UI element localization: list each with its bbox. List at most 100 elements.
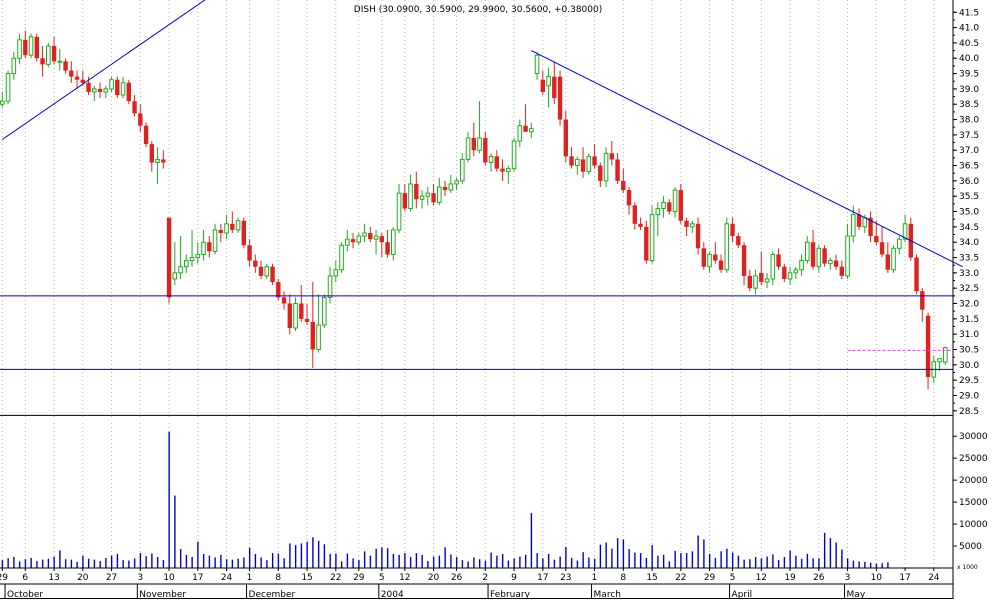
volume-bar	[754, 557, 757, 568]
volume-bar	[197, 541, 199, 568]
candle-body-down	[299, 303, 304, 319]
day-label: 24	[221, 573, 233, 583]
candle-body-up	[333, 269, 339, 277]
day-label: 24	[928, 573, 940, 583]
volume-bar	[82, 555, 84, 568]
price-tick-label: 28.5	[959, 407, 979, 417]
candle-body-down	[115, 79, 120, 96]
volume-bar	[450, 554, 452, 568]
candle-body-up	[770, 253, 776, 280]
volume-bar	[231, 559, 234, 568]
candle-body-up	[224, 223, 229, 234]
volume-bar	[174, 495, 176, 568]
candle-body-up	[902, 223, 908, 240]
candle-body-down	[287, 303, 292, 329]
volume-bar	[381, 547, 383, 568]
volume-bar	[352, 558, 354, 568]
volume-tick-label: 30000	[959, 432, 988, 442]
candle-body-up	[546, 76, 551, 87]
volume-bar	[59, 550, 61, 568]
volume-bar	[806, 553, 809, 568]
price-tick-label: 35.0	[959, 208, 979, 218]
candle-body-down	[563, 119, 568, 157]
volume-bar	[565, 546, 567, 568]
candle-layer	[0, 30, 948, 390]
candle-body-down	[552, 76, 557, 99]
volume-bar	[64, 559, 67, 568]
price-tick-label: 34.5	[959, 223, 979, 233]
volume-bar	[858, 561, 860, 568]
candle-body-down	[747, 275, 752, 289]
candle-body-down	[350, 239, 356, 243]
candle-body-down	[258, 266, 264, 276]
volume-bar	[300, 543, 303, 568]
volume-bar	[703, 539, 705, 568]
candle-body-down	[34, 36, 39, 59]
day-label: 8	[620, 573, 626, 583]
candle-body-up	[529, 128, 534, 133]
volume-bar	[622, 539, 625, 568]
day-label: 15	[646, 573, 657, 583]
candle-body-up	[212, 229, 218, 252]
candle-body-up	[17, 39, 22, 59]
volume-bar	[490, 552, 492, 568]
volume-bar	[404, 553, 406, 568]
month-label: February	[490, 590, 531, 599]
candle-body-down	[874, 236, 879, 243]
volume-bar	[289, 543, 291, 568]
volume-bar	[421, 554, 423, 568]
volume-bar	[151, 553, 153, 568]
candle-body-down	[885, 254, 890, 270]
volume-bar	[731, 552, 734, 568]
day-label: 2	[482, 573, 488, 583]
volume-bar	[185, 554, 188, 568]
volume-bar	[616, 538, 619, 568]
candle-body-up	[454, 180, 459, 185]
volume-bar	[220, 554, 222, 568]
volume-bar	[225, 559, 228, 568]
candle-body-up	[816, 247, 822, 268]
candle-body-up	[805, 241, 810, 262]
candle-body-up	[465, 137, 471, 160]
volume-bar	[823, 532, 826, 568]
candle-body-up	[943, 347, 948, 363]
month-label: May	[847, 590, 866, 599]
candle-body-up	[373, 235, 379, 240]
candle-body-up	[690, 223, 695, 228]
volume-bar	[271, 553, 274, 568]
candle-body-down	[385, 242, 390, 255]
day-label: 29	[704, 573, 716, 583]
candle-body-down	[23, 39, 28, 56]
volume-bar	[329, 553, 331, 568]
volume-bar	[473, 557, 475, 568]
volume-bar	[657, 555, 659, 568]
candle-body-down	[667, 202, 672, 212]
day-label: 3	[137, 573, 143, 583]
candle-body-up	[201, 241, 206, 255]
volume-bar	[829, 538, 832, 568]
volume-bar	[651, 545, 653, 568]
candle-body-down	[879, 242, 885, 255]
candle-body-up	[57, 60, 63, 63]
day-label: 15	[301, 573, 312, 583]
volume-bar	[128, 560, 130, 568]
candle-body-up	[419, 195, 425, 200]
candle-body-down	[442, 187, 448, 191]
candle-body-down	[833, 260, 839, 267]
volume-tick-label: 25000	[959, 454, 988, 464]
candle-body-down	[310, 321, 315, 350]
candle-body-down	[471, 137, 476, 151]
price-tick-label: 41.0	[959, 24, 979, 34]
volume-bar	[248, 547, 251, 568]
candle-body-up	[575, 158, 580, 167]
volume-bar	[409, 557, 412, 568]
volume-bar	[346, 553, 349, 568]
candle-body-up	[753, 275, 758, 289]
volume-bar	[743, 559, 745, 568]
volume-bar	[582, 552, 584, 568]
candle-body-up	[0, 100, 5, 105]
volume-bar	[70, 559, 73, 568]
volume-bar	[18, 561, 21, 568]
candle-body-down	[856, 214, 862, 227]
volume-bar	[47, 558, 50, 568]
